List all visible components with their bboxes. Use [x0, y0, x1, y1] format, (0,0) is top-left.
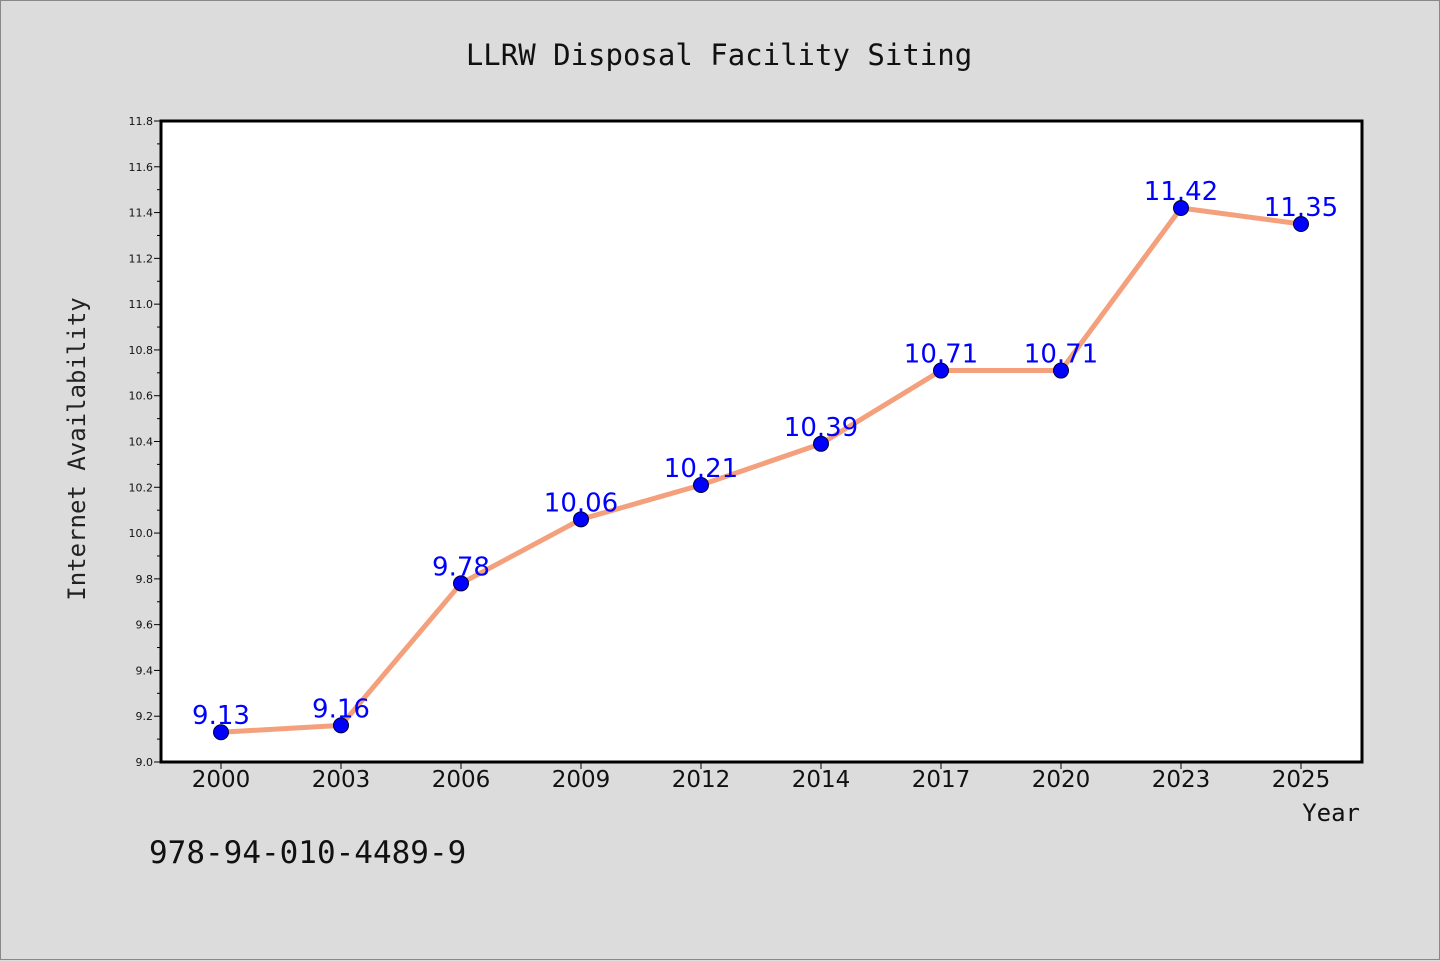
y-tick-label: 9.2: [136, 710, 154, 723]
data-label: 10.39: [784, 413, 858, 443]
x-tick-label: 2014: [792, 767, 851, 793]
data-point: [573, 511, 589, 528]
y-tick-label: 11.8: [129, 115, 154, 128]
data-points: [213, 199, 1309, 741]
series-line: [218, 205, 1304, 735]
y-tick-label: 10.8: [129, 344, 154, 357]
data-label: 9.13: [192, 701, 250, 731]
data-point: [1053, 362, 1069, 379]
y-tick-label: 11.0: [129, 298, 154, 311]
x-axis: 2000 2003 2006 2009 2012 2014 2017 2020 2023 2025: [192, 762, 1331, 793]
y-tick-label: 9.6: [136, 619, 154, 632]
y-tick-label: 9.0: [136, 756, 154, 769]
data-label: 11.35: [1264, 193, 1338, 223]
y-axis-label: Internet Availability: [63, 297, 91, 600]
y-tick-label: 10.6: [129, 390, 154, 403]
data-label: 10.06: [544, 488, 618, 518]
data-point: [693, 476, 709, 493]
y-tick-label: 9.4: [136, 664, 154, 677]
x-tick-label: 2017: [912, 767, 971, 793]
data-point: [933, 362, 949, 379]
data-label: 9.78: [432, 552, 490, 582]
x-tick-label: 2003: [312, 767, 371, 793]
data-label: 9.16: [312, 694, 370, 724]
x-tick-label: 2023: [1152, 767, 1211, 793]
data-label: 11.42: [1144, 177, 1218, 207]
y-tick-label: 10.2: [129, 481, 154, 494]
data-point: [813, 435, 829, 452]
x-tick-label: 2009: [552, 767, 611, 793]
data-label: 10.21: [664, 454, 738, 484]
x-tick-label: 2000: [192, 767, 251, 793]
data-point: [213, 724, 229, 741]
y-axis: 9.0 9.2 9.4 9.6 9.8 10.0 10.2 10.4 10.6 10.8 11.0 1…: [129, 115, 161, 769]
data-point: [453, 575, 469, 592]
data-label: 10.71: [1024, 340, 1098, 370]
x-tick-label: 2020: [1032, 767, 1091, 793]
plot-area: [159, 119, 1364, 764]
y-tick-label: 10.0: [129, 527, 154, 540]
x-axis-label: Year: [1302, 799, 1360, 827]
data-labels: 9.13 9.16 9.78 10.06 10.21 10.39 10.71 10.71 11.…: [192, 177, 1338, 731]
y-tick-label: 11.6: [129, 161, 154, 174]
y-tick-label: 11.2: [129, 252, 154, 265]
y-tick-label: 10.4: [129, 436, 154, 449]
x-tick-label: 2025: [1272, 767, 1331, 793]
footer-code: 978-94-010-4489-9: [149, 835, 467, 871]
data-label: 10.71: [904, 340, 978, 370]
x-tick-label: 2006: [432, 767, 491, 793]
y-tick-label: 9.8: [136, 573, 154, 586]
y-tick-label: 11.4: [129, 207, 154, 220]
data-point: [1293, 216, 1309, 233]
data-point: [1173, 199, 1189, 216]
chart-title: LLRW Disposal Facility Siting: [466, 38, 972, 72]
x-tick-label: 2012: [672, 767, 731, 793]
data-point: [333, 717, 349, 734]
